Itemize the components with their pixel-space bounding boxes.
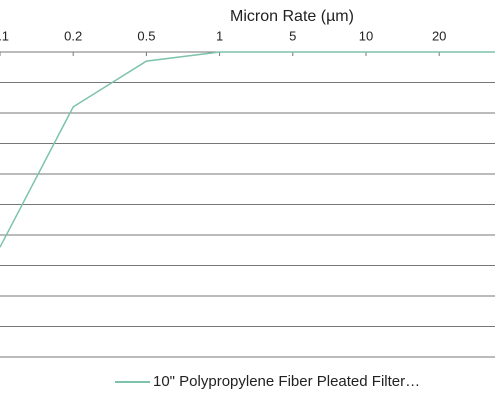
data-line — [0, 51, 495, 248]
x-tick-label: 20 — [432, 28, 446, 43]
x-tick-label: 0.2 — [64, 28, 82, 43]
x-tick-label: 10 — [359, 28, 373, 43]
x-axis-title: Micron Rate (µm) — [230, 8, 354, 25]
x-tick-label: 1 — [216, 28, 223, 43]
x-tick-label: 5 — [289, 28, 296, 43]
legend-label: 10" Polypropylene Fiber Pleated Filter… — [153, 373, 420, 390]
x-tick-label: 0.1 — [0, 28, 9, 43]
x-tick-label: 0.5 — [137, 28, 155, 43]
